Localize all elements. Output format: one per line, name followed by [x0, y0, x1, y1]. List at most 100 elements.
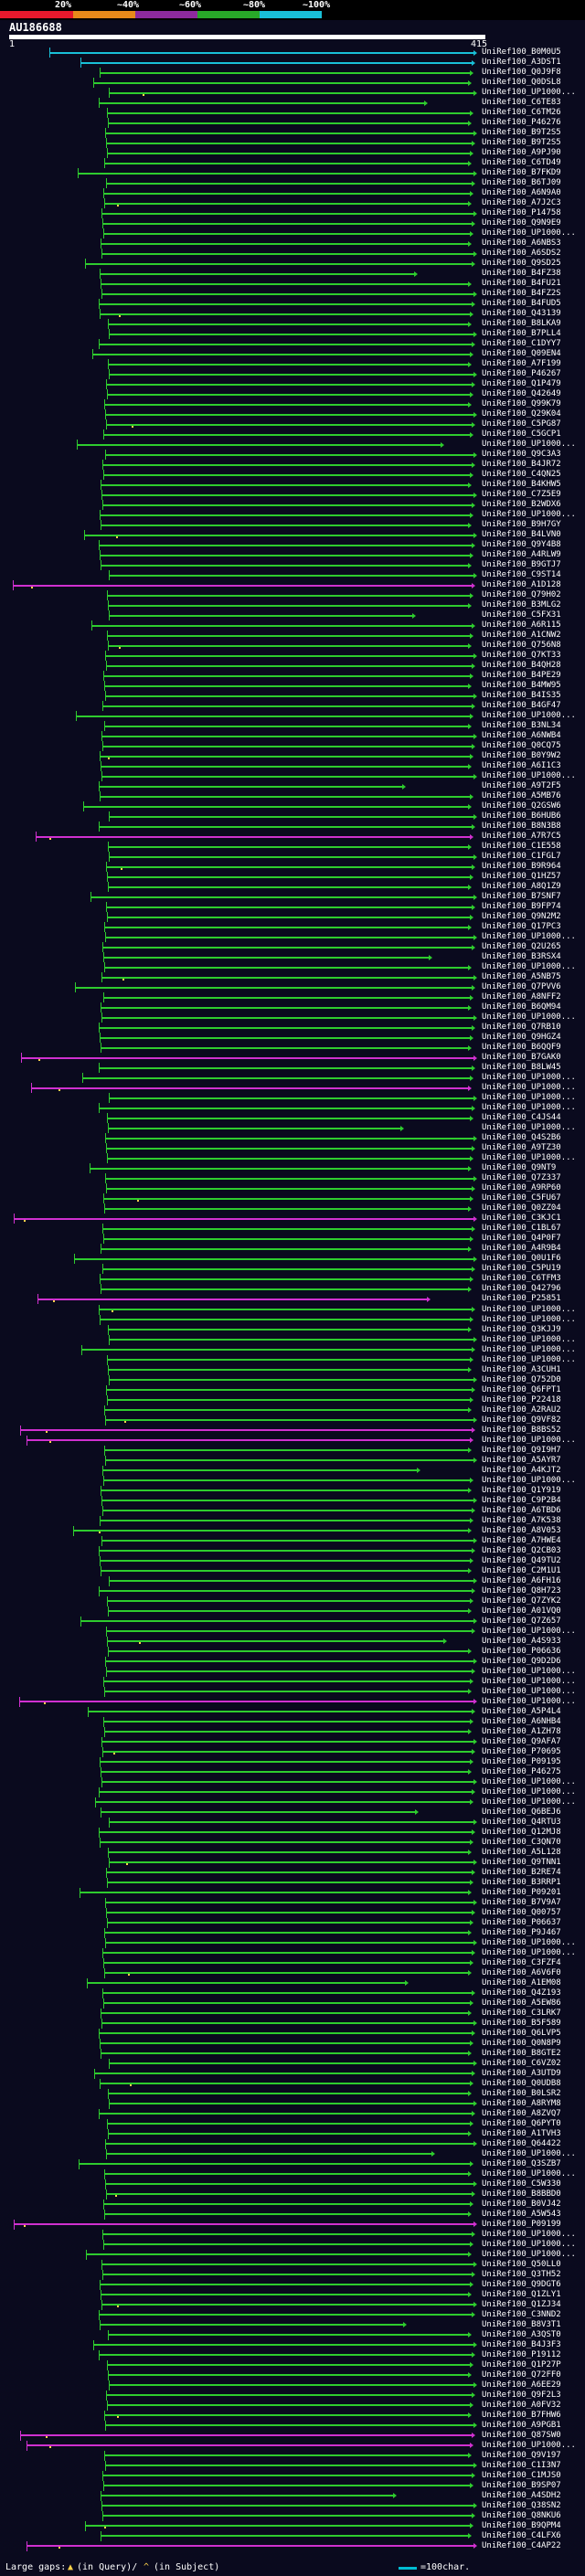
hit-label[interactable]: UniRef100_B8LW45 — [482, 1063, 561, 1073]
hit-label[interactable]: UniRef100_Q9N2M2 — [482, 912, 561, 922]
hit-row[interactable]: UniRef100_B8LW45 — [0, 1063, 585, 1074]
hit-row[interactable]: UniRef100_Q0N8P9 — [0, 2038, 585, 2049]
hit-label[interactable]: UniRef100_B7SNF7 — [482, 892, 561, 902]
hit-row[interactable]: UniRef100_A8V053 — [0, 1525, 585, 1536]
hit-row[interactable]: UniRef100_Q4S2B6 — [0, 1133, 585, 1144]
hit-row[interactable]: UniRef100_Q9V197 — [0, 2450, 585, 2461]
hit-label[interactable]: UniRef100_UP1000... — [482, 440, 576, 450]
hit-row[interactable]: UniRef100_Q0J9F8 — [0, 68, 585, 78]
hit-label[interactable]: UniRef100_UP1000... — [482, 1093, 576, 1103]
hit-label[interactable]: UniRef100_A8NFF2 — [482, 992, 561, 1002]
hit-row[interactable]: UniRef100_C1E558 — [0, 842, 585, 853]
hit-label[interactable]: UniRef100_C4LFX6 — [482, 2530, 561, 2540]
hit-label[interactable]: UniRef100_B7PLL4 — [482, 329, 561, 339]
hit-label[interactable]: UniRef100_B8GTE2 — [482, 2048, 561, 2058]
hit-label[interactable]: UniRef100_UP1000... — [482, 1304, 576, 1314]
hit-row[interactable]: UniRef100_Q0DSL8 — [0, 78, 585, 88]
hit-label[interactable]: UniRef100_A01VQ0 — [482, 1606, 561, 1616]
hit-label[interactable]: UniRef100_A7K538 — [482, 1515, 561, 1525]
hit-row[interactable]: UniRef100_UP1000... — [0, 1344, 585, 1355]
hit-label[interactable]: UniRef100_B7V9A7 — [482, 1897, 561, 1907]
hit-row[interactable]: UniRef100_UP1000... — [0, 1073, 585, 1084]
hit-row[interactable]: UniRef100_UP1000... — [0, 711, 585, 722]
hit-row[interactable]: UniRef100_Q756N8 — [0, 641, 585, 652]
hit-row[interactable]: UniRef100_UP1000... — [0, 228, 585, 239]
hit-row[interactable]: UniRef100_B8BBD0 — [0, 2189, 585, 2200]
hit-label[interactable]: UniRef100_A5L128 — [482, 1847, 561, 1857]
hit-row[interactable]: UniRef100_Q72FF0 — [0, 2369, 585, 2380]
hit-label[interactable]: UniRef100_A5P4L4 — [482, 1706, 561, 1716]
hit-label[interactable]: UniRef100_C1BL67 — [482, 1224, 561, 1234]
hit-row[interactable]: UniRef100_Q7Z337 — [0, 1173, 585, 1184]
hit-row[interactable]: UniRef100_UP1000... — [0, 2249, 585, 2260]
hit-label[interactable]: UniRef100_Q1ZJ34 — [482, 2299, 561, 2309]
hit-label[interactable]: UniRef100_UP1000... — [482, 1676, 576, 1686]
hit-label[interactable]: UniRef100_A1ZH78 — [482, 1726, 561, 1736]
hit-label[interactable]: UniRef100_Q4S2B6 — [482, 1133, 561, 1143]
hit-label[interactable]: UniRef100_Q756N8 — [482, 641, 561, 651]
hit-row[interactable]: UniRef100_Q1ZLY1 — [0, 2289, 585, 2300]
hit-row[interactable]: UniRef100_A4SDH2 — [0, 2490, 585, 2501]
hit-row[interactable]: UniRef100_A1TVH3 — [0, 2128, 585, 2139]
hit-label[interactable]: UniRef100_B8V3T1 — [482, 2319, 561, 2329]
hit-row[interactable]: UniRef100_B3RRP1 — [0, 1877, 585, 1888]
hit-label[interactable]: UniRef100_P06637 — [482, 1917, 561, 1927]
hit-row[interactable]: UniRef100_C5PG87 — [0, 419, 585, 430]
hit-row[interactable]: UniRef100_Q29K04 — [0, 409, 585, 420]
hit-label[interactable]: UniRef100_A9PGB1 — [482, 2420, 561, 2430]
hit-label[interactable]: UniRef100_Q1Y919 — [482, 1485, 561, 1495]
hit-label[interactable]: UniRef100_A6V6F0 — [482, 1967, 561, 1977]
hit-row[interactable]: UniRef100_B9H7GY — [0, 520, 585, 531]
hit-row[interactable]: UniRef100_A5AYR7 — [0, 1455, 585, 1466]
hit-label[interactable]: UniRef100_B0VJ42 — [482, 2199, 561, 2209]
hit-row[interactable]: UniRef100_UP1000... — [0, 1797, 585, 1807]
hit-label[interactable]: UniRef100_P06636 — [482, 1646, 561, 1656]
hit-label[interactable]: UniRef100_UP1000... — [482, 711, 576, 721]
hit-label[interactable]: UniRef100_UP1000... — [482, 1344, 576, 1354]
hit-row[interactable]: UniRef100_A7HWE4 — [0, 1535, 585, 1546]
hit-row[interactable]: UniRef100_Q1Y919 — [0, 1485, 585, 1496]
hit-label[interactable]: UniRef100_Q9Y4B8 — [482, 540, 561, 550]
hit-label[interactable]: UniRef100_Q7ZYK2 — [482, 1595, 561, 1606]
hit-label[interactable]: UniRef100_Q9D2D6 — [482, 1656, 561, 1666]
hit-row[interactable]: UniRef100_A9PJ90 — [0, 148, 585, 159]
hit-label[interactable]: UniRef100_B6QQF9 — [482, 1043, 561, 1053]
hit-row[interactable]: UniRef100_UP1000... — [0, 1083, 585, 1094]
hit-row[interactable]: UniRef100_B4LVN0 — [0, 530, 585, 541]
hit-row[interactable]: UniRef100_B6TJ09 — [0, 178, 585, 189]
hit-label[interactable]: UniRef100_B0LSR2 — [482, 2088, 561, 2098]
hit-row[interactable]: UniRef100_Q12MJ8 — [0, 1827, 585, 1838]
hit-label[interactable]: UniRef100_A7F199 — [482, 359, 561, 369]
hit-row[interactable]: UniRef100_A3UTD9 — [0, 2068, 585, 2079]
hit-row[interactable]: UniRef100_A2RAU2 — [0, 1405, 585, 1415]
hit-label[interactable]: UniRef100_Q2U265 — [482, 942, 561, 952]
hit-row[interactable]: UniRef100_C3QN70 — [0, 1837, 585, 1848]
hit-label[interactable]: UniRef100_Q9HGZ4 — [482, 1033, 561, 1043]
hit-label[interactable]: UniRef100_UP1000... — [482, 1786, 576, 1797]
hit-label[interactable]: UniRef100_Q0N8P9 — [482, 2038, 561, 2048]
hit-row[interactable]: UniRef100_A4S933 — [0, 1636, 585, 1647]
hit-row[interactable]: UniRef100_Q42649 — [0, 389, 585, 400]
hit-label[interactable]: UniRef100_A1CNW2 — [482, 631, 561, 641]
hit-row[interactable]: UniRef100_B4FZ38 — [0, 269, 585, 280]
hit-label[interactable]: UniRef100_B5F589 — [482, 2018, 561, 2028]
hit-label[interactable]: UniRef100_Q3TH52 — [482, 2269, 561, 2279]
hit-label[interactable]: UniRef100_Q8NKU6 — [482, 2510, 561, 2520]
hit-row[interactable]: UniRef100_Q1HZ57 — [0, 872, 585, 883]
hit-row[interactable]: UniRef100_UP1000... — [0, 1314, 585, 1325]
hit-label[interactable]: UniRef100_A5EW86 — [482, 1998, 561, 2008]
hit-row[interactable]: UniRef100_UP1000... — [0, 1666, 585, 1677]
hit-row[interactable]: UniRef100_Q1P27P — [0, 2359, 585, 2370]
hit-label[interactable]: UniRef100_UP1000... — [482, 1012, 576, 1023]
hit-label[interactable]: UniRef100_A3QST0 — [482, 2329, 561, 2339]
hit-label[interactable]: UniRef100_Q8H723 — [482, 1585, 561, 1595]
hit-row[interactable]: UniRef100_B8N3B8 — [0, 822, 585, 832]
hit-row[interactable]: UniRef100_Q17PC3 — [0, 922, 585, 933]
hit-label[interactable]: UniRef100_A9TZ30 — [482, 1143, 561, 1153]
hit-row[interactable]: UniRef100_Q49TU2 — [0, 1555, 585, 1566]
hit-row[interactable]: UniRef100_A8NFF2 — [0, 992, 585, 1003]
hit-label[interactable]: UniRef100_C5GCP1 — [482, 429, 561, 440]
hit-label[interactable]: UniRef100_C4AP22 — [482, 2540, 561, 2550]
hit-row[interactable]: UniRef100_UP1000... — [0, 1776, 585, 1787]
hit-row[interactable]: UniRef100_A9TZ30 — [0, 1143, 585, 1154]
